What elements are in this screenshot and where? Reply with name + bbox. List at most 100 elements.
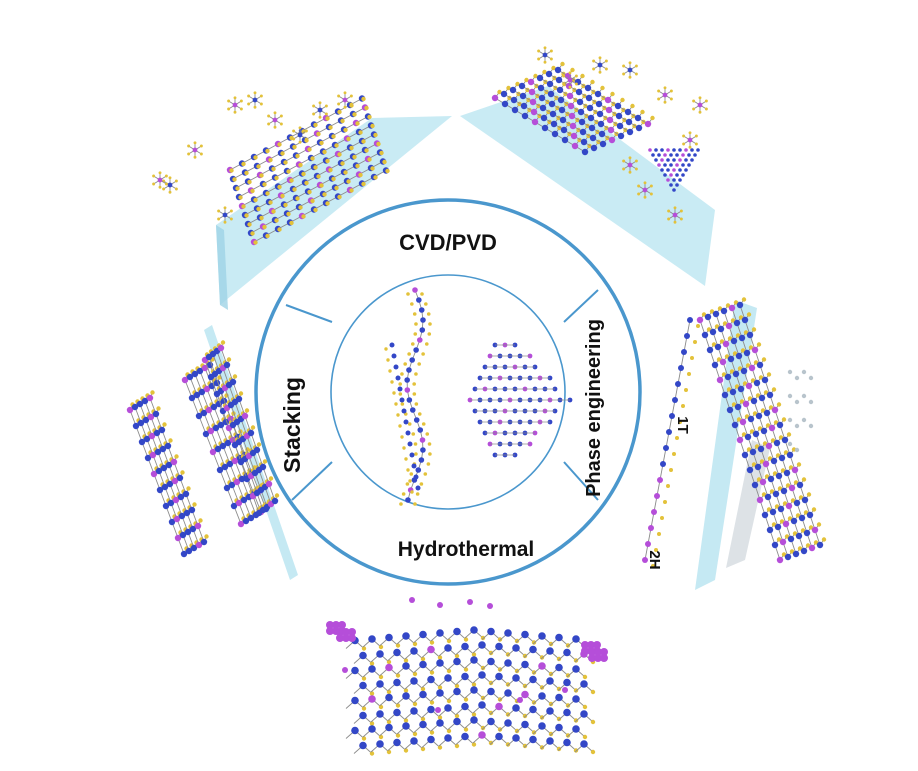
metal-atom <box>402 692 410 700</box>
metal-atom <box>487 688 495 696</box>
chalcogen-atom <box>620 98 624 102</box>
lattice-atom <box>666 158 670 162</box>
metal-atom <box>402 632 410 640</box>
chalcogen-atom <box>481 666 485 670</box>
metal-atom <box>747 467 753 473</box>
chalcogen-atom <box>386 358 389 361</box>
metal-atom <box>557 87 563 93</box>
molecule-atom <box>158 178 163 183</box>
metal-atom <box>529 646 537 654</box>
metal-atom <box>420 447 426 453</box>
chalcogen-atom <box>289 178 293 182</box>
molecule-atom <box>305 130 308 133</box>
metal-atom <box>596 101 602 107</box>
chalcogen-atom <box>394 402 397 405</box>
metal-atom <box>577 99 583 105</box>
lattice-atom <box>684 148 688 152</box>
chalcogen-atom <box>489 651 493 655</box>
ion <box>467 599 473 605</box>
chalcogen-atom <box>506 682 510 686</box>
lattice-atom <box>663 163 667 167</box>
chalcogen-atom <box>455 744 459 748</box>
chalcogen-atom <box>410 490 413 493</box>
metal-atom <box>417 427 423 433</box>
metal-atom <box>801 548 807 554</box>
molecule-atom <box>247 103 250 106</box>
chalcogen-atom <box>349 188 353 192</box>
chalcogen-atom <box>256 207 260 211</box>
metal-atom <box>707 347 713 353</box>
chalcogen-atom <box>404 688 408 692</box>
metal-atom <box>242 413 248 419</box>
molecule-atom <box>635 65 638 68</box>
molecule-atom <box>224 221 227 224</box>
metal-atom <box>576 89 582 95</box>
molecule-atom <box>175 188 178 191</box>
metal-atom <box>444 704 452 712</box>
chalcogen-atom <box>747 312 751 316</box>
metal-atom <box>453 628 461 636</box>
metal-atom <box>495 643 503 651</box>
molecule-atom <box>705 100 708 103</box>
chalcogen-atom <box>355 121 359 125</box>
metal-atom <box>586 95 592 101</box>
molecule-atom <box>673 213 678 218</box>
molecule-atom <box>350 95 353 98</box>
lattice-atom <box>672 148 676 152</box>
chalcogen-atom <box>580 74 584 78</box>
metal-atom <box>218 345 224 351</box>
chalcogen-atom <box>241 162 245 166</box>
metal-atom <box>512 107 518 113</box>
chalcogen-atom <box>423 472 427 476</box>
molecule-atom <box>223 213 228 218</box>
metal-atom <box>504 719 512 727</box>
chalcogen-atom <box>600 86 604 90</box>
chalcogen-atom <box>398 382 402 386</box>
metal-atom <box>757 362 763 368</box>
metal-atom <box>648 525 654 531</box>
metal-atom <box>744 350 750 356</box>
metal-atom <box>727 407 733 413</box>
chalcogen-atom <box>807 492 811 496</box>
metal-atom <box>521 691 529 699</box>
metal-atom <box>742 317 748 323</box>
metal-atom <box>591 145 597 151</box>
chalcogen-atom <box>413 702 417 706</box>
metal-atom <box>427 706 435 714</box>
chalcogen-atom <box>762 357 766 361</box>
molecule-atom <box>629 156 632 159</box>
metal-atom <box>351 667 359 675</box>
metal-atom <box>385 694 393 702</box>
metal-atom <box>416 486 421 491</box>
chalcogen-atom <box>428 442 432 446</box>
chalcogen-atom <box>782 417 786 421</box>
chalcogen-atom <box>233 374 237 378</box>
molecule-atom <box>274 111 277 114</box>
chalcogen-atom <box>313 208 317 212</box>
metal-atom <box>626 119 632 125</box>
chalcogen-atom <box>265 191 269 195</box>
metal-atom <box>537 75 543 81</box>
chalcogen-atom <box>540 685 544 689</box>
adsorbate <box>795 448 799 452</box>
metal-atom <box>738 386 744 392</box>
molecule-atom <box>217 218 220 221</box>
chalcogen-atom <box>523 744 527 748</box>
metal-atom <box>478 701 486 709</box>
metal-atom <box>763 461 769 467</box>
chalcogen-atom <box>247 222 251 226</box>
metal-atom <box>782 437 788 443</box>
chalcogen-atom <box>349 146 353 150</box>
chalcogen-atom <box>180 470 184 474</box>
metal-atom <box>771 458 777 464</box>
molecule-atom <box>537 50 540 53</box>
metal-atom <box>495 673 503 681</box>
chalcogen-atom <box>370 166 374 170</box>
chalcogen-atom <box>361 139 365 143</box>
metal-atom <box>549 101 555 107</box>
metal-atom <box>797 482 803 488</box>
chalcogen-atom <box>392 391 395 394</box>
molecule-atom <box>194 156 197 159</box>
chalcogen-atom <box>672 452 676 456</box>
lattice-atom <box>678 178 682 182</box>
